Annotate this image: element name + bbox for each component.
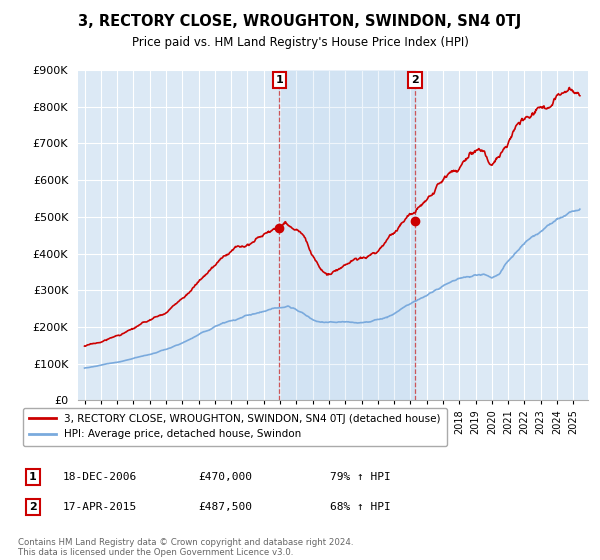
Text: 2: 2	[29, 502, 37, 512]
Text: 79% ↑ HPI: 79% ↑ HPI	[330, 472, 391, 482]
Text: Contains HM Land Registry data © Crown copyright and database right 2024.
This d: Contains HM Land Registry data © Crown c…	[18, 538, 353, 557]
Legend: 3, RECTORY CLOSE, WROUGHTON, SWINDON, SN4 0TJ (detached house), HPI: Average pri: 3, RECTORY CLOSE, WROUGHTON, SWINDON, SN…	[23, 408, 446, 446]
Text: £487,500: £487,500	[198, 502, 252, 512]
Text: 68% ↑ HPI: 68% ↑ HPI	[330, 502, 391, 512]
Text: 1: 1	[275, 75, 283, 85]
Text: 2: 2	[411, 75, 419, 85]
Text: Price paid vs. HM Land Registry's House Price Index (HPI): Price paid vs. HM Land Registry's House …	[131, 36, 469, 49]
Text: 18-DEC-2006: 18-DEC-2006	[63, 472, 137, 482]
Text: £470,000: £470,000	[198, 472, 252, 482]
Text: 1: 1	[29, 472, 37, 482]
Text: 17-APR-2015: 17-APR-2015	[63, 502, 137, 512]
Text: 3, RECTORY CLOSE, WROUGHTON, SWINDON, SN4 0TJ: 3, RECTORY CLOSE, WROUGHTON, SWINDON, SN…	[79, 14, 521, 29]
Bar	[280, 70, 415, 400]
